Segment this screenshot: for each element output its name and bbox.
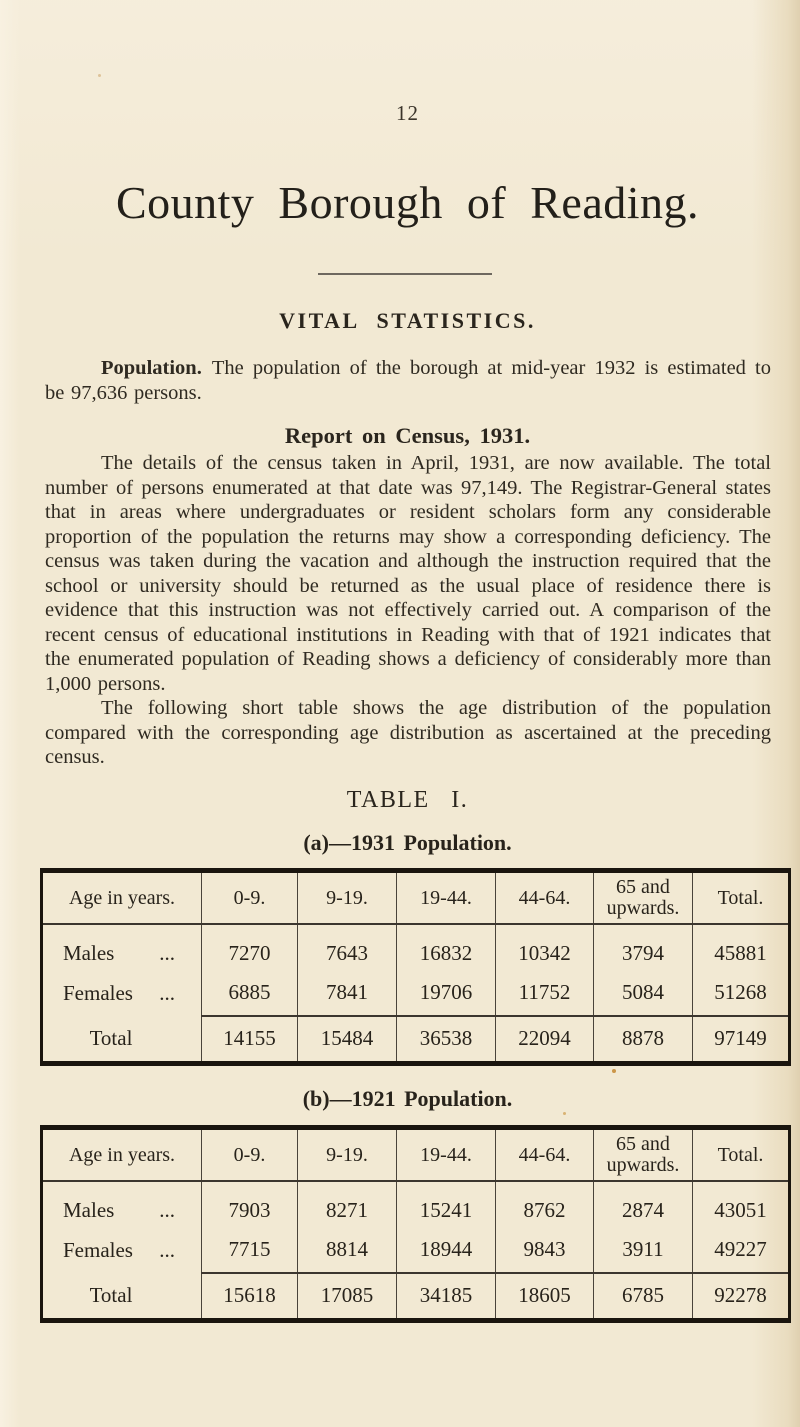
table-cell: 3794 xyxy=(593,924,693,975)
table-cell: 51268 xyxy=(714,980,767,1004)
table-cell: 8271 xyxy=(297,1181,397,1232)
census-report-heading: Report on Census, 1931. xyxy=(284,423,531,448)
table-header-row: Age in years. 0-9. 9-19. 19-44. 44-64. 6… xyxy=(41,870,790,925)
table-cell: 6885 xyxy=(201,975,298,1016)
table-cell: 7841 xyxy=(297,975,397,1016)
column-header: 0-9. xyxy=(201,870,298,925)
population-table-1921: Age in years. 0-9. 9-19. 19-44. 44-64. 6… xyxy=(40,1125,791,1323)
table-cell: 2874 xyxy=(593,1181,693,1232)
leader-dots: ... xyxy=(159,980,175,1005)
table-cell: 15241 xyxy=(396,1181,496,1232)
table-cell: 18944 xyxy=(396,1232,496,1273)
column-header: Age in years. xyxy=(41,1127,202,1182)
table-a-caption: (a)—1931 Population. xyxy=(303,830,512,855)
column-header: 65 and upwards. xyxy=(593,1127,693,1182)
table-cell: 6785 xyxy=(593,1272,693,1321)
table-row-males: Males... 7903 8271 15241 8762 2874 43051 xyxy=(41,1181,790,1232)
table-cell: 43051 xyxy=(714,1198,767,1222)
table-row-females: Females... 6885 7841 19706 11752 5084 51… xyxy=(41,975,790,1016)
table-cell: 8814 xyxy=(297,1232,397,1273)
column-header: 9-19. xyxy=(297,870,397,925)
population-section: Population. The population of the borough… xyxy=(45,356,771,405)
population-table-1931: Age in years. 0-9. 9-19. 19-44. 44-64. 6… xyxy=(40,868,791,1066)
table-cell: 10342 xyxy=(495,924,594,975)
scan-speck xyxy=(98,74,101,77)
row-label: Total xyxy=(41,1273,202,1321)
row-label: Females xyxy=(63,980,133,1005)
page-title: County Borough of Reading. xyxy=(115,177,700,228)
column-header: 44-64. xyxy=(495,1127,594,1182)
table-b-caption: (b)—1921 Population. xyxy=(302,1086,513,1111)
row-label: Total xyxy=(41,1016,202,1064)
column-header: Age in years. xyxy=(41,870,202,925)
vital-statistics-heading: VITAL STATISTICS. xyxy=(279,308,536,333)
table-row-females: Females... 7715 8814 18944 9843 3911 492… xyxy=(41,1232,790,1273)
scan-speck xyxy=(612,1069,616,1073)
table-cell: 16832 xyxy=(396,924,496,975)
table-cell: 17085 xyxy=(297,1272,397,1321)
table-cell: 7270 xyxy=(201,924,298,975)
table-row-males: Males... 7270 7643 16832 10342 3794 4588… xyxy=(41,924,790,975)
table-cell: 19706 xyxy=(396,975,496,1016)
leader-dots: ... xyxy=(159,941,175,965)
column-header: 0-9. xyxy=(201,1127,298,1182)
column-header: 19-44. xyxy=(396,870,496,925)
table-cell: 49227 xyxy=(714,1237,767,1261)
page-number: 12 xyxy=(396,101,419,125)
population-paragraph: Population. The population of the borough… xyxy=(45,356,771,405)
column-header: 44-64. xyxy=(495,870,594,925)
table-cell: 45881 xyxy=(714,941,767,965)
table-cell: 11752 xyxy=(495,975,594,1016)
table-cell: 7715 xyxy=(201,1232,298,1273)
table-cell: 7903 xyxy=(201,1181,298,1232)
table-cell: 7643 xyxy=(297,924,397,975)
row-label: Females xyxy=(63,1237,133,1262)
table-cell: 36538 xyxy=(396,1015,496,1064)
census-paragraph-1: The details of the census taken in April… xyxy=(45,452,771,695)
table-title: TABLE I. xyxy=(346,787,469,813)
table-cell: 15618 xyxy=(201,1272,298,1321)
scan-speck xyxy=(563,1112,566,1115)
census-report-body: The details of the census taken in April… xyxy=(45,451,771,770)
column-header: Total. xyxy=(692,1127,790,1182)
column-header: Total. xyxy=(692,870,790,925)
table-cell: 14155 xyxy=(201,1015,298,1064)
table-cell: 8878 xyxy=(593,1015,693,1064)
table-cell: 9843 xyxy=(495,1232,594,1273)
table-cell: 34185 xyxy=(396,1272,496,1321)
table-cell: 22094 xyxy=(495,1015,594,1064)
table-row-total: Total 15618 17085 34185 18605 6785 92278 xyxy=(41,1272,790,1321)
column-header: 19-44. xyxy=(396,1127,496,1182)
census-paragraph-2: The following short table shows the age … xyxy=(45,697,771,768)
population-run-in-label: Population. xyxy=(101,357,202,379)
table-cell: 18605 xyxy=(495,1272,594,1321)
table-cell: 5084 xyxy=(593,975,693,1016)
leader-dots: ... xyxy=(159,1198,175,1222)
column-header: 65 and upwards. xyxy=(593,870,693,925)
table-row-total: Total 14155 15484 36538 22094 8878 97149 xyxy=(41,1015,790,1064)
table-cell: 8762 xyxy=(495,1181,594,1232)
table-header-row: Age in years. 0-9. 9-19. 19-44. 44-64. 6… xyxy=(41,1127,790,1182)
population-text: The population of the borough at mid-yea… xyxy=(45,357,771,404)
leader-dots: ... xyxy=(159,1237,175,1262)
table-cell: 15484 xyxy=(297,1015,397,1064)
table-cell: 92278 xyxy=(692,1272,790,1321)
row-label: Males xyxy=(63,941,115,965)
row-label: Males xyxy=(63,1198,115,1222)
column-header: 9-19. xyxy=(297,1127,397,1182)
table-cell: 3911 xyxy=(593,1232,693,1273)
table-cell: 97149 xyxy=(692,1015,790,1064)
title-divider-rule xyxy=(318,273,492,275)
